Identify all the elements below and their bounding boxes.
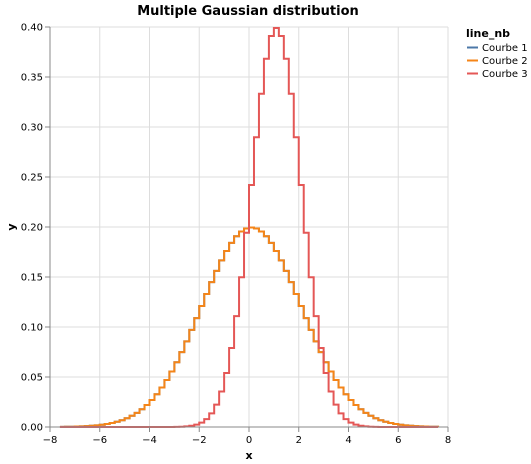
y-tick-label: 0.40: [21, 23, 43, 34]
legend-label: Courbe 1: [482, 43, 528, 54]
legend: line_nb Courbe 1 Courbe 2 Courbe 3: [466, 27, 528, 80]
x-tick-label: 4: [345, 435, 351, 446]
axes: −8 −6 −4 −2 0 2 4 6 8 0.00 0.05 0.10 0.15 0.20 0.25 0.3…: [21, 23, 451, 447]
y-tick-label: 0.00: [21, 423, 43, 434]
y-tick-label: 0.15: [21, 273, 43, 284]
x-tick-label: 2: [296, 435, 302, 446]
y-tick-label: 0.20: [21, 223, 43, 234]
legend-label: Courbe 2: [482, 56, 528, 67]
x-tick-label: 6: [395, 435, 401, 446]
x-tick-label: −4: [142, 435, 157, 446]
x-tick-label: −8: [43, 435, 58, 446]
chart-title: Multiple Gaussian distribution: [137, 4, 359, 19]
y-tick-label: 0.10: [21, 323, 43, 334]
legend-title: line_nb: [466, 27, 510, 40]
x-axis-title: x: [245, 449, 252, 462]
x-tick-label: −6: [92, 435, 107, 446]
x-tick-label: 0: [246, 435, 252, 446]
y-tick-label: 0.35: [21, 73, 43, 84]
y-tick-label: 0.30: [21, 123, 43, 134]
y-tick-label: 0.25: [21, 173, 43, 184]
x-tick-label: 8: [445, 435, 451, 446]
legend-label: Courbe 3: [482, 69, 528, 80]
x-tick-label: −2: [192, 435, 207, 446]
y-axis-title: y: [5, 223, 18, 230]
y-tick-label: 0.05: [21, 373, 43, 384]
